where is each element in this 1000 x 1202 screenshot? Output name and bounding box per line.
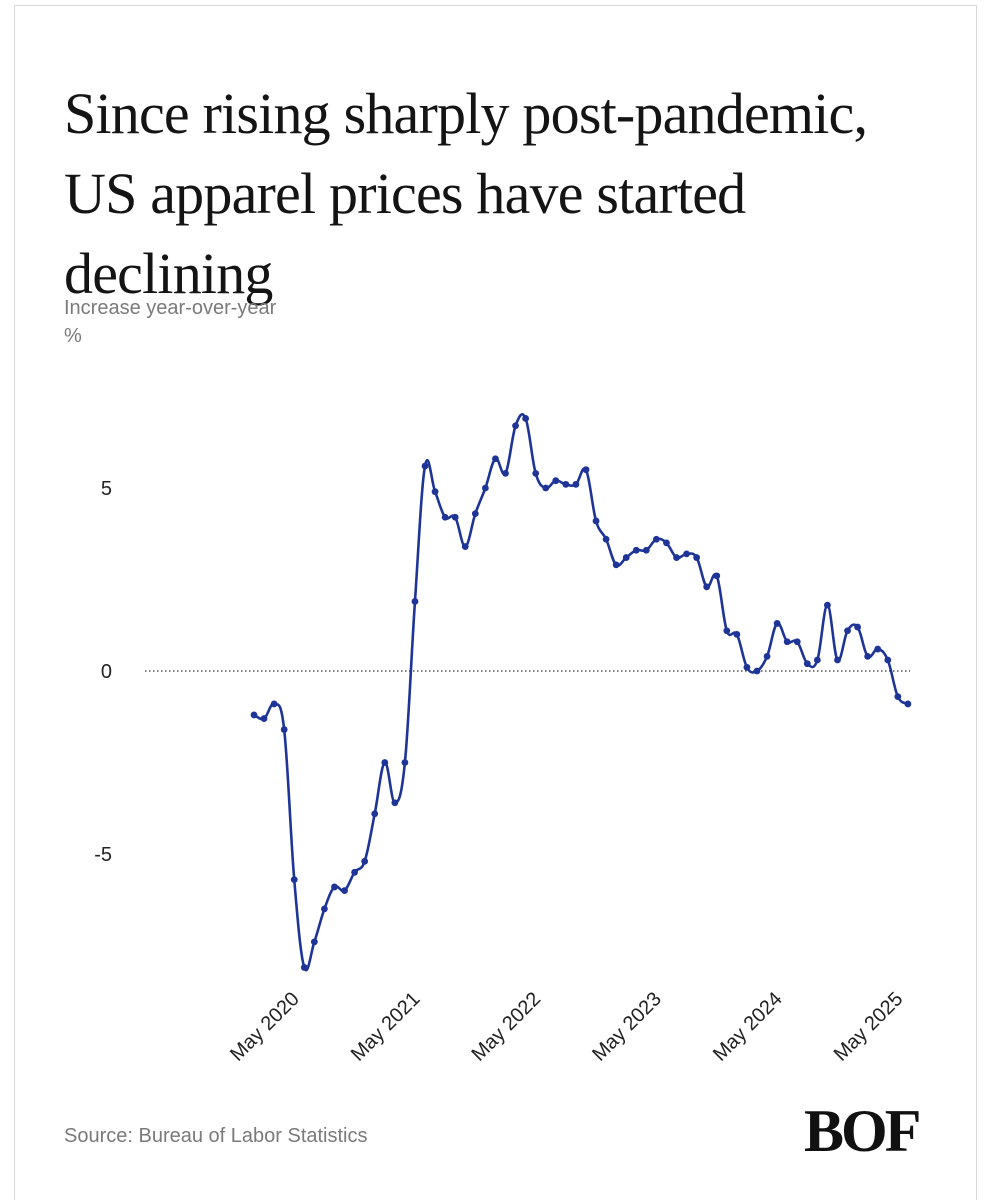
data-point — [713, 572, 721, 580]
data-point — [451, 513, 459, 521]
data-point — [512, 422, 519, 430]
y-tick-label: 5 — [101, 478, 112, 500]
data-point — [552, 477, 560, 485]
data-point — [622, 554, 630, 561]
data-point — [844, 627, 851, 635]
data-point — [703, 583, 711, 591]
data-point — [391, 799, 399, 807]
y-axis-unit: % — [64, 325, 82, 347]
data-point — [481, 484, 489, 492]
data-point — [642, 546, 650, 554]
x-tick-label: May 2022 — [468, 988, 546, 1066]
data-point — [471, 510, 479, 518]
data-point — [562, 480, 570, 488]
data-point — [783, 638, 791, 646]
data-point — [542, 484, 550, 492]
data-point — [763, 652, 771, 660]
data-point — [502, 469, 509, 477]
data-point — [572, 480, 580, 488]
data-point — [723, 627, 731, 635]
data-point — [813, 656, 821, 664]
source-note: Source: Bureau of Labor Statistics — [64, 1125, 368, 1147]
data-point — [280, 726, 288, 733]
data-point — [401, 759, 409, 766]
data-point — [351, 868, 358, 876]
series-line — [252, 413, 910, 972]
data-point — [431, 488, 439, 496]
data-point — [411, 598, 419, 605]
x-tick-label: May 2023 — [588, 988, 666, 1066]
data-point — [773, 620, 781, 627]
data-point — [290, 876, 298, 884]
data-point — [341, 887, 348, 894]
data-point — [582, 466, 590, 474]
data-point — [260, 715, 268, 722]
data-point — [743, 663, 751, 671]
data-point — [834, 656, 841, 664]
data-point — [612, 561, 620, 569]
data-point — [522, 415, 530, 422]
x-tick-label: May 2021 — [347, 988, 425, 1066]
data-point — [673, 554, 680, 561]
chart-card — [14, 5, 977, 1200]
data-point — [653, 535, 660, 543]
data-point — [753, 667, 761, 675]
data-point — [602, 535, 610, 543]
chart-title: Since rising sharply post-pandemic, US a… — [64, 81, 868, 306]
y-tick-label: -5 — [94, 844, 112, 866]
data-point — [371, 810, 379, 818]
data-point — [361, 857, 369, 865]
data-point — [532, 469, 540, 477]
data-point — [733, 631, 741, 638]
data-point — [492, 455, 499, 463]
data-point — [300, 964, 308, 971]
data-point — [693, 554, 701, 561]
data-point — [632, 546, 640, 554]
data-point — [824, 601, 831, 609]
data-point — [321, 905, 328, 913]
data-point — [461, 543, 469, 550]
data-point — [592, 517, 600, 525]
data-point — [894, 693, 902, 701]
y-axis-label: Increase year-over-year — [64, 297, 277, 319]
data-point — [310, 938, 318, 946]
data-point — [441, 513, 449, 521]
data-point — [864, 652, 872, 660]
data-point — [250, 711, 258, 719]
data-point — [854, 623, 861, 631]
data-point — [421, 462, 429, 470]
y-tick-label: 0 — [101, 661, 112, 683]
data-point — [663, 539, 670, 547]
data-point — [793, 638, 801, 646]
x-tick-label: May 2024 — [709, 988, 787, 1066]
x-tick-label: May 2020 — [226, 988, 304, 1066]
data-point — [381, 759, 389, 766]
data-point — [904, 700, 912, 708]
x-tick-label: May 2025 — [830, 988, 908, 1066]
data-point — [683, 550, 690, 558]
data-point — [803, 660, 811, 668]
data-point — [331, 883, 338, 891]
data-point — [270, 700, 278, 708]
data-point — [874, 645, 882, 653]
bof-logo: BOF — [804, 1098, 921, 1164]
data-point — [884, 656, 892, 664]
